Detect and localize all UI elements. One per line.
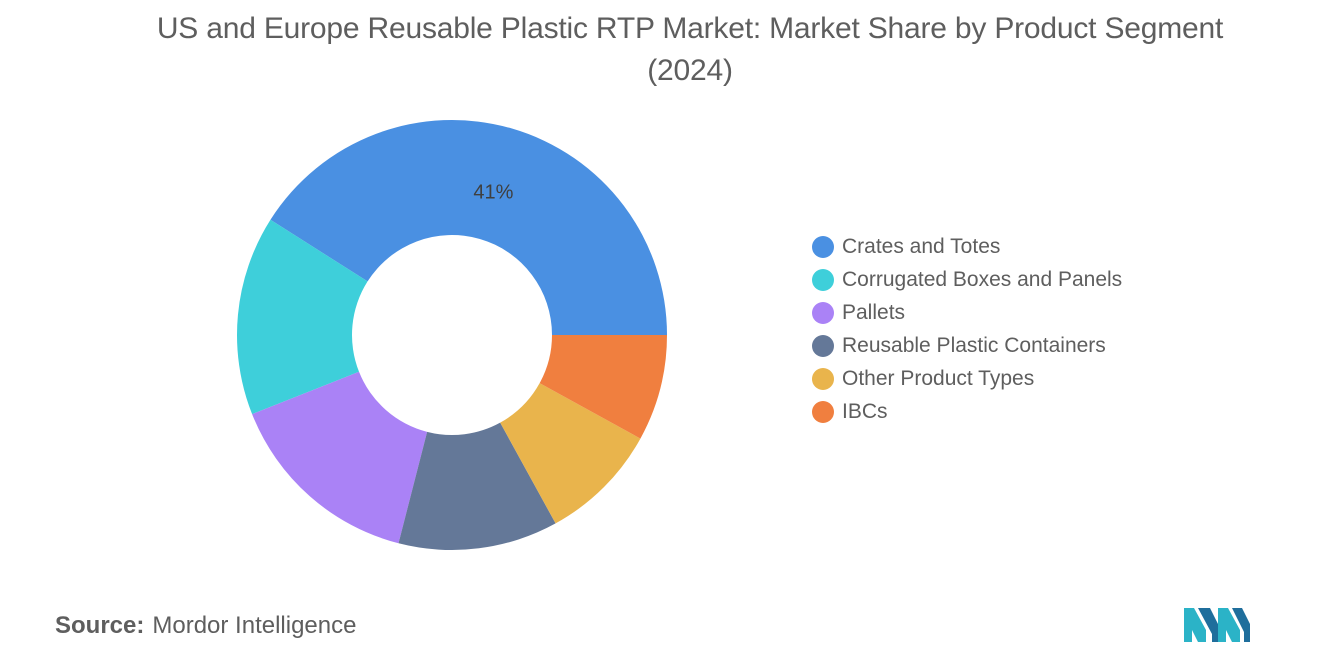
legend-swatch	[812, 334, 834, 357]
legend-label: Crates and Totes	[842, 234, 1001, 258]
slice-ibcs	[539, 335, 667, 439]
legend-label: Reusable Plastic Containers	[842, 333, 1106, 357]
legend-item-reusable-plastic-containers: Reusable Plastic Containers	[812, 329, 1122, 362]
legend-item-corrugated-boxes-and-panels: Corrugated Boxes and Panels	[812, 263, 1122, 296]
legend-item-crates-and-totes: Crates and Totes	[812, 230, 1122, 263]
legend-swatch	[812, 367, 834, 390]
legend-item-pallets: Pallets	[812, 296, 1122, 329]
chart-legend: Crates and Totes Corrugated Boxes and Pan…	[812, 230, 1122, 428]
slice-other-product-types	[500, 383, 641, 524]
legend-swatch	[812, 400, 834, 423]
chart-title: US and Europe Reusable Plastic RTP Marke…	[156, 12, 1224, 87]
slice-pallets	[252, 371, 428, 544]
slice-crates-and-totes	[270, 119, 667, 335]
slice-corrugated-boxes-and-panels	[236, 219, 368, 415]
legend-item-ibcs: IBCs	[812, 395, 1122, 428]
legend-swatch	[812, 268, 834, 291]
legend-item-other-product-types: Other Product Types	[812, 362, 1122, 395]
source-label: Source:	[55, 612, 145, 639]
legend-label: Other Product Types	[842, 366, 1035, 390]
source-note: Source: Mordor Intelligence	[55, 612, 356, 640]
slice-reusable-plastic-containers	[398, 422, 556, 550]
source-value: Mordor Intelligence	[152, 612, 357, 639]
legend-label: Corrugated Boxes and Panels	[842, 267, 1123, 291]
mordor-intelligence-logo-icon	[1184, 608, 1250, 642]
legend-swatch	[812, 301, 834, 324]
data-label-crates-and-totes: 41%	[473, 182, 513, 204]
donut-chart: 41%	[236, 119, 667, 550]
legend-label: Pallets	[842, 300, 906, 324]
legend-swatch	[812, 235, 834, 258]
legend-label: IBCs	[842, 399, 888, 423]
